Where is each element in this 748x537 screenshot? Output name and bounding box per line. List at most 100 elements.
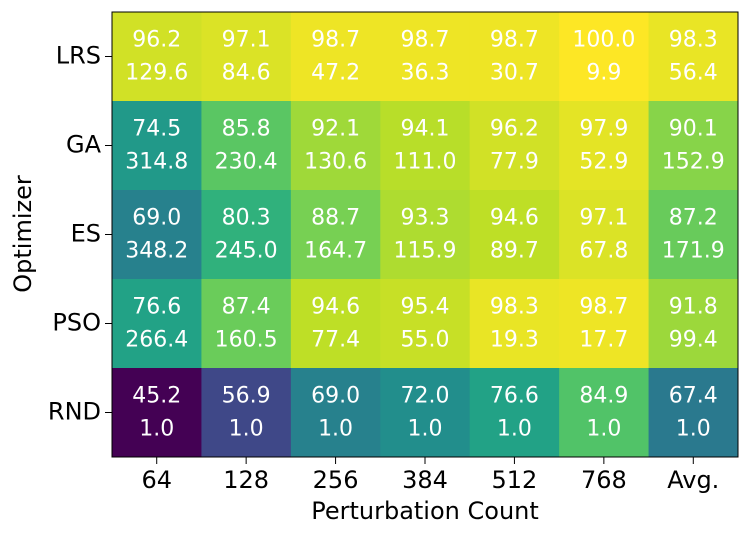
heatmap-cell xyxy=(648,279,739,369)
cell-value-label: 76.6 xyxy=(490,384,539,409)
cell-secondary-label: 47.2 xyxy=(311,61,360,86)
heatmap-cell xyxy=(201,101,292,191)
heatmap-cell xyxy=(469,368,560,458)
cell-secondary-label: 99.4 xyxy=(669,328,718,353)
heatmap-cell xyxy=(290,190,381,280)
heatmap-cell xyxy=(380,190,471,280)
heatmap-cell xyxy=(112,279,202,369)
heatmap-cell xyxy=(380,279,471,369)
cell-value-label: 87.4 xyxy=(222,295,271,320)
heatmap-cell xyxy=(380,12,471,102)
heatmap-cell xyxy=(290,101,381,191)
cell-value-label: 56.9 xyxy=(222,384,271,409)
cell-value-label: 69.0 xyxy=(311,384,360,409)
cell-value-label: 84.9 xyxy=(579,384,628,409)
cell-secondary-label: 230.4 xyxy=(215,150,278,175)
x-axis-label: Perturbation Count xyxy=(311,497,539,525)
heatmap-cell xyxy=(112,12,202,102)
heatmap-cell xyxy=(469,279,560,369)
cell-value-label: 80.3 xyxy=(222,206,271,231)
cell-value-label: 88.7 xyxy=(311,206,360,231)
x-tick-label: 384 xyxy=(402,466,448,494)
heatmap-cell xyxy=(648,368,739,458)
heatmap-cell xyxy=(112,368,202,458)
x-tick-label: 128 xyxy=(223,466,269,494)
cell-secondary-label: 152.9 xyxy=(662,150,725,175)
x-tick-label: Avg. xyxy=(667,466,719,494)
cell-value-label: 94.6 xyxy=(311,295,360,320)
heatmap-cell xyxy=(201,12,292,102)
heatmap-cell xyxy=(469,12,560,102)
cell-secondary-label: 115.9 xyxy=(394,239,457,264)
heatmap-cell xyxy=(201,279,292,369)
heatmap-cell xyxy=(469,190,560,280)
cell-value-label: 95.4 xyxy=(401,295,450,320)
cell-value-label: 74.5 xyxy=(132,117,181,142)
y-tick-label: GA xyxy=(66,131,102,159)
cell-value-label: 98.3 xyxy=(669,28,718,53)
cell-secondary-label: 9.9 xyxy=(586,61,621,86)
cell-value-label: 98.7 xyxy=(490,28,539,53)
heatmap-cell xyxy=(201,190,292,280)
x-tick-label: 768 xyxy=(581,466,627,494)
y-tick-label: RND xyxy=(48,398,101,426)
cell-secondary-label: 266.4 xyxy=(125,328,188,353)
heatmap-cell xyxy=(559,368,650,458)
heatmap-cell xyxy=(559,279,650,369)
heatmap-cell xyxy=(648,12,739,102)
x-tick-label: 64 xyxy=(141,466,172,494)
cell-secondary-label: 245.0 xyxy=(215,239,278,264)
cell-value-label: 76.6 xyxy=(132,295,181,320)
cell-value-label: 92.1 xyxy=(311,117,360,142)
x-tick-label: 512 xyxy=(492,466,538,494)
cell-value-label: 98.3 xyxy=(490,295,539,320)
cell-secondary-label: 84.6 xyxy=(222,61,271,86)
heatmap-cell xyxy=(201,368,292,458)
cell-secondary-label: 1.0 xyxy=(318,417,353,442)
cell-value-label: 100.0 xyxy=(572,28,635,53)
cell-secondary-label: 164.7 xyxy=(304,239,367,264)
heatmap-cell xyxy=(469,101,560,191)
cell-secondary-label: 160.5 xyxy=(215,328,278,353)
cell-value-label: 97.1 xyxy=(579,206,628,231)
heatmap-cell xyxy=(648,101,739,191)
cell-value-label: 96.2 xyxy=(490,117,539,142)
heatmap-cell xyxy=(290,279,381,369)
y-tick-label: ES xyxy=(71,220,101,248)
cell-value-label: 93.3 xyxy=(401,206,450,231)
cell-secondary-label: 171.9 xyxy=(662,239,725,264)
y-axis-label: Optimizer xyxy=(9,175,37,293)
cell-secondary-label: 56.4 xyxy=(669,61,718,86)
heatmap-cell xyxy=(112,101,202,191)
cell-secondary-label: 1.0 xyxy=(229,417,264,442)
cell-value-label: 91.8 xyxy=(669,295,718,320)
cell-secondary-label: 77.4 xyxy=(311,328,360,353)
cell-secondary-label: 17.7 xyxy=(579,328,628,353)
y-tick-label: PSO xyxy=(52,309,101,337)
heatmap-cell xyxy=(290,12,381,102)
cell-value-label: 90.1 xyxy=(669,117,718,142)
cell-value-label: 85.8 xyxy=(222,117,271,142)
cell-value-label: 94.6 xyxy=(490,206,539,231)
heatmap-cell xyxy=(112,190,202,280)
cell-value-label: 67.4 xyxy=(669,384,718,409)
cell-value-label: 98.7 xyxy=(311,28,360,53)
cell-secondary-label: 348.2 xyxy=(125,239,188,264)
cell-value-label: 72.0 xyxy=(401,384,450,409)
heatmap-cell xyxy=(380,101,471,191)
cell-value-label: 94.1 xyxy=(401,117,450,142)
cell-value-label: 98.7 xyxy=(579,295,628,320)
heatmap-cell xyxy=(559,190,650,280)
cell-secondary-label: 129.6 xyxy=(125,61,188,86)
cell-secondary-label: 1.0 xyxy=(139,417,174,442)
cell-value-label: 87.2 xyxy=(669,206,718,231)
cell-secondary-label: 1.0 xyxy=(497,417,532,442)
cell-secondary-label: 67.8 xyxy=(579,239,628,264)
cell-value-label: 69.0 xyxy=(132,206,181,231)
heatmap-cell xyxy=(559,101,650,191)
cell-secondary-label: 1.0 xyxy=(586,417,621,442)
cell-secondary-label: 1.0 xyxy=(408,417,443,442)
cell-secondary-label: 314.8 xyxy=(125,150,188,175)
cell-secondary-label: 77.9 xyxy=(490,150,539,175)
